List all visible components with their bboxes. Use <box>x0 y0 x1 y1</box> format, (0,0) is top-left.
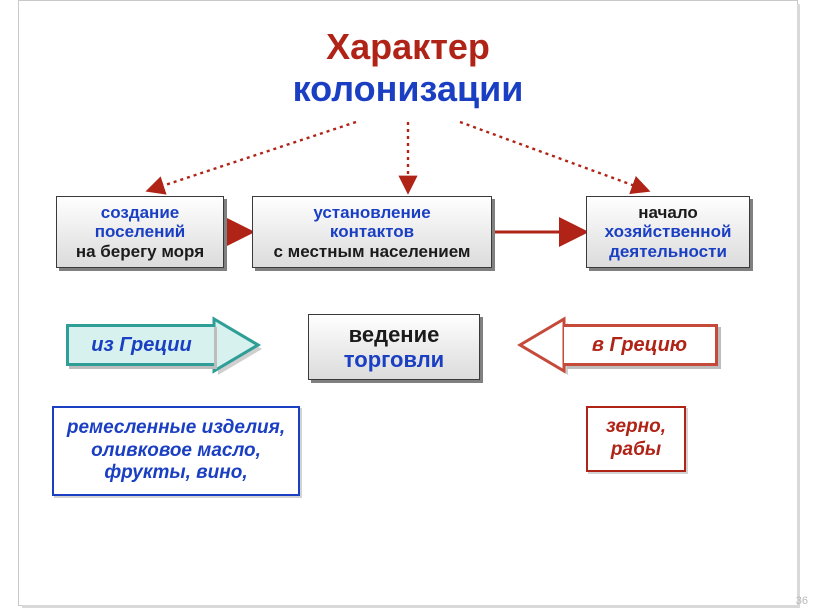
arrow-from-greece: из Греции <box>66 324 214 366</box>
box-economy: начало хозяйственной деятельности <box>586 196 750 268</box>
trade-l1: ведение <box>309 322 479 347</box>
exports-l3: фрукты, вино, <box>54 462 298 485</box>
imports-l2: рабы <box>588 439 684 462</box>
exports-l2: оливковое масло, <box>54 440 298 463</box>
box-settlements: создание поселений на берегу моря <box>56 196 224 268</box>
slide-title: Характер колонизации <box>0 26 816 110</box>
box1-l3: на берегу моря <box>57 242 223 262</box>
arrow-to-label: в Грецию <box>592 334 687 357</box>
arrow-to-greece: в Грецию <box>564 324 718 366</box>
trade-l2: торговли <box>309 347 479 372</box>
box-contacts: установление контактов с местным населен… <box>252 196 492 268</box>
imports-l1: зерно, <box>588 416 684 439</box>
box3-l2: хозяйственной <box>587 222 749 242</box>
box3-l3: деятельности <box>587 242 749 262</box>
box1-l1: создание <box>57 203 223 223</box>
title-line2: колонизации <box>0 68 816 110</box>
box1-l2: поселений <box>57 222 223 242</box>
box3-l1: начало <box>587 203 749 223</box>
box-trade: ведение торговли <box>308 314 480 380</box>
box2-l2: контактов <box>253 222 491 242</box>
arrow-from-label: из Греции <box>91 334 191 357</box>
page-number: 36 <box>796 595 808 607</box>
exports-l1: ремесленные изделия, <box>54 417 298 440</box>
box-imports: зерно, рабы <box>586 406 686 472</box>
box2-l1: установление <box>253 203 491 223</box>
box-exports: ремесленные изделия, оливковое масло, фр… <box>52 406 300 496</box>
title-line1: Характер <box>0 26 816 68</box>
box2-l3: с местным населением <box>253 242 491 262</box>
